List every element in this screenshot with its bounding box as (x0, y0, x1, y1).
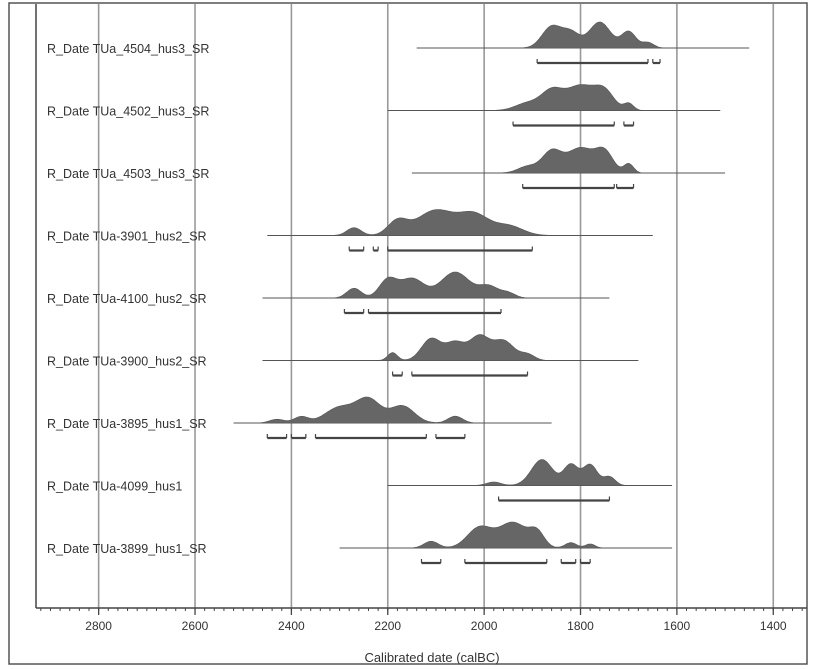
series-8: R_Date TUa-4099_hus1 (47, 459, 673, 502)
x-axis: 2800 2600 2400 2200 2000 1800 1600 1400 (36, 607, 807, 633)
series-5: R_Date TUa-4100_hus2_SR (47, 271, 610, 315)
tick-label-2000: 2000 (471, 619, 498, 633)
distribution-curve (377, 334, 550, 361)
series-label: R_Date TUa-3901_hus2_SR (47, 230, 207, 244)
tick-label-2600: 2600 (182, 619, 209, 633)
distribution-curve (472, 459, 627, 486)
series-2: R_Date TUa_4502_hus3_SR (47, 84, 721, 127)
series-group: R_Date TUa_4504_hus3_SR R_Date TUa_4502_h… (47, 21, 750, 565)
series-label: R_Date TUa_4503_hus3_SR (47, 167, 209, 181)
series-7: R_Date TUa-3895_hus1_SR (47, 396, 552, 440)
series-label: R_Date TUa-4099_hus1 (47, 480, 182, 494)
series-label: R_Date TUa-3899_hus1_SR (47, 542, 207, 556)
series-label: R_Date TUa-4100_hus2_SR (47, 292, 207, 306)
distribution-curve (332, 271, 531, 299)
distribution-curve (409, 521, 605, 549)
plot-border (8, 2, 808, 665)
series-6: R_Date TUa-3900_hus2_SR (47, 334, 639, 377)
distribution-curve (522, 21, 666, 49)
series-label: R_Date TUa-3900_hus2_SR (47, 355, 207, 369)
series-9: R_Date TUa-3899_hus1_SR (47, 521, 673, 565)
x-axis-label: Calibrated date (calBC) (364, 650, 499, 665)
series-label: R_Date TUa-3895_hus1_SR (47, 417, 207, 431)
series-label: R_Date TUa_4502_hus3_SR (47, 105, 209, 119)
distribution-curve (491, 84, 644, 111)
tick-label-1400: 1400 (760, 619, 787, 633)
series-3: R_Date TUa_4503_hus3_SR (47, 146, 726, 190)
tick-label-2200: 2200 (374, 619, 401, 633)
series-label: R_Date TUa_4504_hus3_SR (47, 42, 209, 56)
distribution-curve (498, 146, 644, 174)
distribution-curve (332, 209, 552, 236)
series-1: R_Date TUa_4504_hus3_SR (47, 21, 750, 65)
tick-label-2400: 2400 (278, 619, 305, 633)
tick-label-1600: 1600 (664, 619, 691, 633)
tick-label-2800: 2800 (85, 619, 112, 633)
distribution-curve (255, 396, 478, 424)
tick-label-1800: 1800 (567, 619, 594, 633)
series-4: R_Date TUa-3901_hus2_SR (47, 209, 653, 252)
